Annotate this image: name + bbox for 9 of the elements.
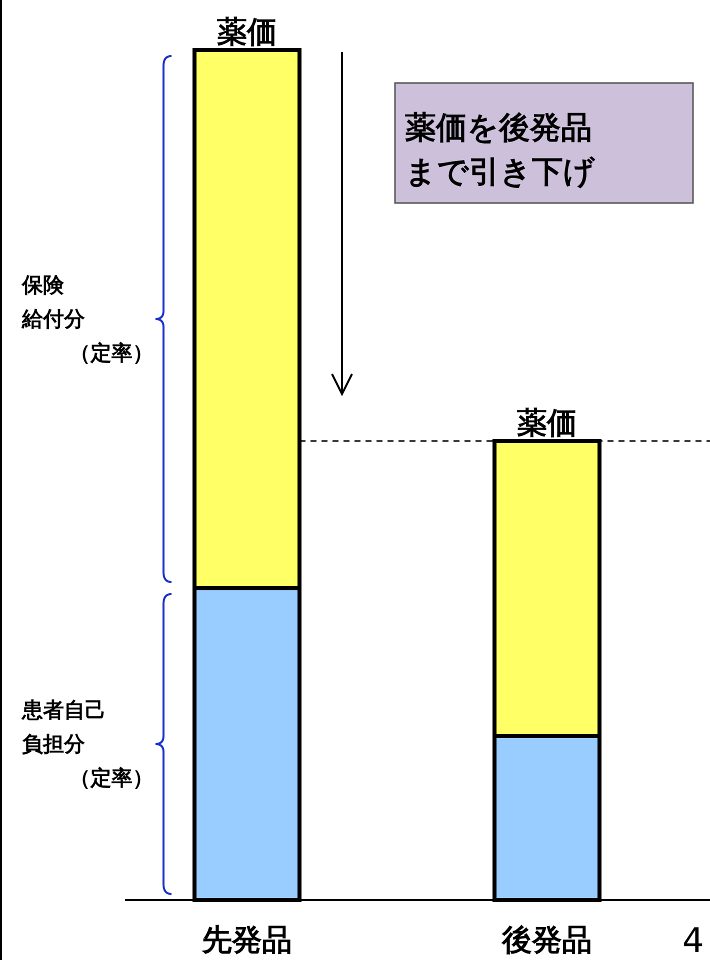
x-tick-label: 後発品 <box>501 923 592 958</box>
annotation: 薬価 <box>517 406 577 441</box>
series-label: 保険給付分（定率） <box>21 273 154 366</box>
series-label: 患者自己負担分（定率） <box>21 698 154 790</box>
text: 4 <box>682 921 704 960</box>
callout-box: 薬価を後発品まで引き下げ <box>394 82 694 204</box>
x-tick-label: 先発品 <box>201 923 292 958</box>
annotation: 薬価 <box>217 15 277 50</box>
annotation: 薬価を後発品まで引き下げ <box>405 110 596 190</box>
